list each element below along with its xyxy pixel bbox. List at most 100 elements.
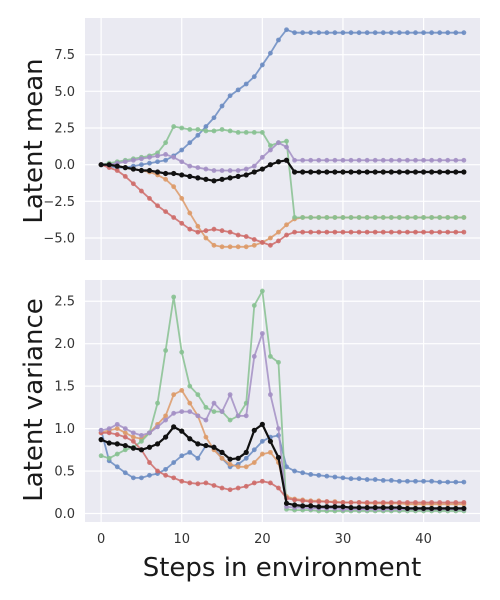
var-point-green — [276, 359, 281, 365]
var-point-black — [404, 505, 411, 512]
var-x-tick-label: 20 — [254, 532, 271, 547]
mean-point-blue — [356, 30, 362, 36]
var-point-green — [268, 354, 273, 359]
mean-point-black — [130, 166, 136, 172]
var-point-black — [130, 445, 136, 451]
var-point-red — [421, 500, 426, 505]
var-point-black — [412, 505, 419, 512]
var-point-orange — [130, 434, 136, 440]
var-point-purple — [130, 430, 136, 436]
mean-point-purple — [211, 168, 217, 173]
var-point-green — [211, 409, 217, 415]
mean-point-orange — [187, 210, 193, 216]
mean-point-purple — [235, 168, 241, 173]
var-point-purple — [268, 392, 273, 398]
mean-point-purple — [122, 159, 128, 165]
var-point-black — [154, 441, 161, 447]
var-point-orange — [268, 449, 273, 455]
mean-panel-background — [85, 18, 480, 260]
var-point-purple — [219, 409, 225, 415]
mean-y-tick-label: −5.0 — [43, 232, 75, 247]
var-point-blue — [292, 468, 297, 474]
var-point-blue — [405, 478, 410, 484]
var-point-green — [179, 349, 185, 355]
var-point-black — [259, 421, 265, 427]
mean-point-green — [380, 215, 386, 220]
mean-line-blue — [100, 28, 464, 169]
var-point-black — [179, 428, 185, 434]
mean-point-blue — [429, 30, 435, 36]
mean-point-purple — [396, 157, 402, 163]
var-x-tick-label: 40 — [415, 532, 432, 547]
mean-point-red — [308, 229, 314, 235]
mean-point-purple — [461, 157, 467, 163]
mean-point-purple — [259, 154, 265, 160]
mean-point-red — [284, 232, 289, 238]
mean-point-red — [445, 229, 451, 235]
y-axis-label-latent-variance: Latent variance — [19, 298, 49, 501]
mean-point-purple — [372, 157, 378, 163]
mean-point-red — [413, 229, 418, 235]
mean-point-black — [348, 169, 354, 175]
mean-point-red — [203, 228, 209, 234]
var-point-blue — [332, 474, 338, 480]
mean-point-black — [179, 172, 185, 178]
var-point-red — [219, 485, 225, 491]
mean-point-green — [348, 215, 354, 220]
x-axis-label: Steps in environment — [143, 553, 422, 583]
mean-point-red — [388, 229, 394, 235]
mean-point-purple — [292, 157, 297, 163]
mean-point-red — [348, 229, 354, 235]
var-point-blue — [187, 449, 193, 455]
mean-point-black — [283, 157, 290, 163]
mean-point-red — [437, 229, 443, 235]
var-line-purple — [100, 332, 464, 511]
var-point-orange — [114, 426, 120, 431]
var-point-red — [251, 480, 257, 486]
mean-point-blue — [155, 159, 160, 165]
var-point-green — [106, 455, 112, 461]
mean-point-green — [316, 215, 322, 220]
var-point-red — [308, 499, 314, 505]
mean-point-black — [404, 169, 411, 175]
mean-point-orange — [243, 244, 249, 250]
mean-point-blue — [316, 30, 322, 36]
var-point-red — [155, 468, 160, 474]
mean-point-red — [122, 174, 128, 179]
mean-point-red — [163, 209, 169, 215]
mean-point-purple — [171, 154, 177, 160]
var-point-blue — [421, 478, 426, 484]
var-point-red — [461, 500, 467, 505]
var-point-purple — [203, 417, 209, 423]
var-point-blue — [461, 479, 467, 485]
mean-point-black — [291, 169, 298, 175]
mean-point-blue — [364, 30, 370, 36]
mean-point-purple — [187, 163, 193, 169]
var-point-black — [308, 503, 314, 509]
var-point-red — [445, 500, 451, 505]
mean-line-red — [100, 163, 464, 247]
mean-point-orange — [163, 176, 169, 182]
mean-point-red — [227, 229, 233, 235]
mean-point-red — [195, 229, 201, 235]
var-point-red — [276, 485, 281, 491]
var-point-black — [429, 505, 435, 512]
var-point-black — [275, 454, 282, 461]
var-point-green — [251, 303, 257, 308]
mean-point-green — [227, 128, 233, 134]
mean-point-purple — [268, 147, 273, 153]
var-point-blue — [324, 473, 330, 479]
mean-point-black — [203, 176, 209, 182]
mean-point-black — [227, 175, 233, 181]
mean-point-purple — [445, 157, 451, 163]
mean-point-purple — [316, 157, 322, 163]
var-point-green — [227, 417, 233, 423]
var-point-blue — [308, 472, 314, 477]
mean-point-black — [146, 167, 153, 174]
mean-point-green — [324, 215, 330, 220]
var-point-red — [114, 432, 120, 437]
var-point-blue — [445, 479, 451, 485]
var-point-orange — [122, 430, 128, 436]
var-series-black — [98, 421, 467, 512]
var-point-red — [227, 487, 233, 493]
